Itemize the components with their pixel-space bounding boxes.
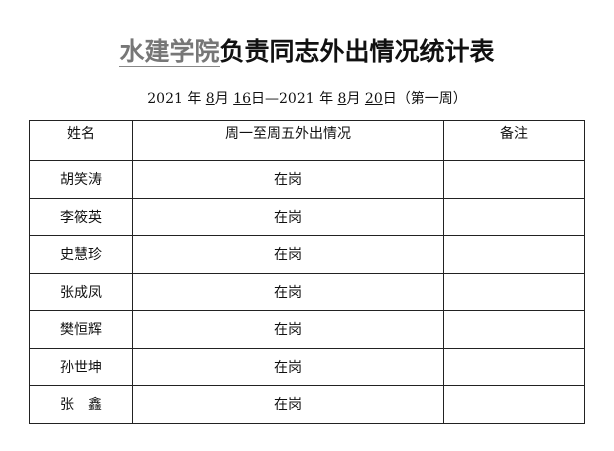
table-row: 张成凤 在岗	[29, 272, 585, 311]
cell-name: 孙世坤	[29, 347, 133, 386]
label: 年	[187, 91, 202, 107]
page-title: 水建学院负责同志外出情况统计表	[0, 32, 614, 68]
end-day: 20	[364, 91, 383, 107]
cell-note	[443, 385, 585, 424]
start-month: 8	[205, 91, 215, 107]
table-row: 孙世坤 在岗	[29, 347, 585, 386]
unit-name: 水建学院	[119, 37, 220, 67]
title-text: 负责同志外出情况统计表	[219, 37, 495, 66]
cell-status: 在岗	[132, 385, 444, 424]
table-row: 樊恒辉 在岗	[29, 310, 585, 349]
cell-status: 在岗	[132, 235, 444, 274]
table-row: 张 鑫在岗	[29, 385, 585, 424]
cell-name: 樊恒辉	[29, 310, 133, 349]
label: 月	[346, 91, 361, 107]
table-row: 李筱英 在岗	[29, 197, 585, 236]
cell-name: 胡笑涛	[29, 160, 133, 199]
cell-status: 在岗	[132, 197, 444, 236]
start-day: 16	[233, 91, 251, 107]
label: 年	[319, 91, 334, 107]
cell-name: 张 鑫	[29, 385, 133, 424]
cell-status: 在岗	[132, 272, 444, 311]
start-year: 2021	[147, 91, 183, 107]
week-label: （第一周）	[396, 91, 467, 107]
header-name: 姓名	[29, 120, 133, 161]
cell-note	[443, 347, 585, 386]
table-row: 胡笑涛 在岗	[29, 160, 585, 199]
cell-name: 史慧珍	[29, 235, 133, 274]
cell-name: 张成凤	[29, 272, 133, 311]
cell-status: 在岗	[132, 347, 444, 386]
cell-note	[443, 272, 585, 311]
cell-note	[443, 310, 585, 349]
label: 月	[214, 91, 229, 107]
attendance-table: 姓名 周一至周五外出情况 备注 胡笑涛 在岗 李筱英 在岗 史慧珍 在岗 张成凤 在岗 樊恒辉在…	[29, 120, 585, 424]
cell-note	[443, 160, 585, 199]
header-note: 备注	[443, 120, 585, 161]
cell-note	[443, 235, 585, 274]
label: 日	[382, 91, 397, 107]
header-row: 姓名 周一至周五外出情况 备注	[29, 120, 585, 161]
cell-name: 李筱英	[29, 197, 133, 236]
label: —	[265, 91, 279, 107]
label: 日	[251, 91, 265, 107]
end-year: 2021	[279, 91, 315, 107]
table-row: 史慧珍 在岗	[29, 235, 585, 274]
end-month: 8	[337, 91, 347, 107]
cell-status: 在岗	[132, 160, 444, 199]
cell-status: 在岗	[132, 310, 444, 349]
date-range: 2021 年 8月 16日—2021 年 8月 20日（第一周）	[0, 88, 614, 108]
cell-note	[443, 197, 585, 236]
header-status: 周一至周五外出情况	[132, 120, 444, 161]
